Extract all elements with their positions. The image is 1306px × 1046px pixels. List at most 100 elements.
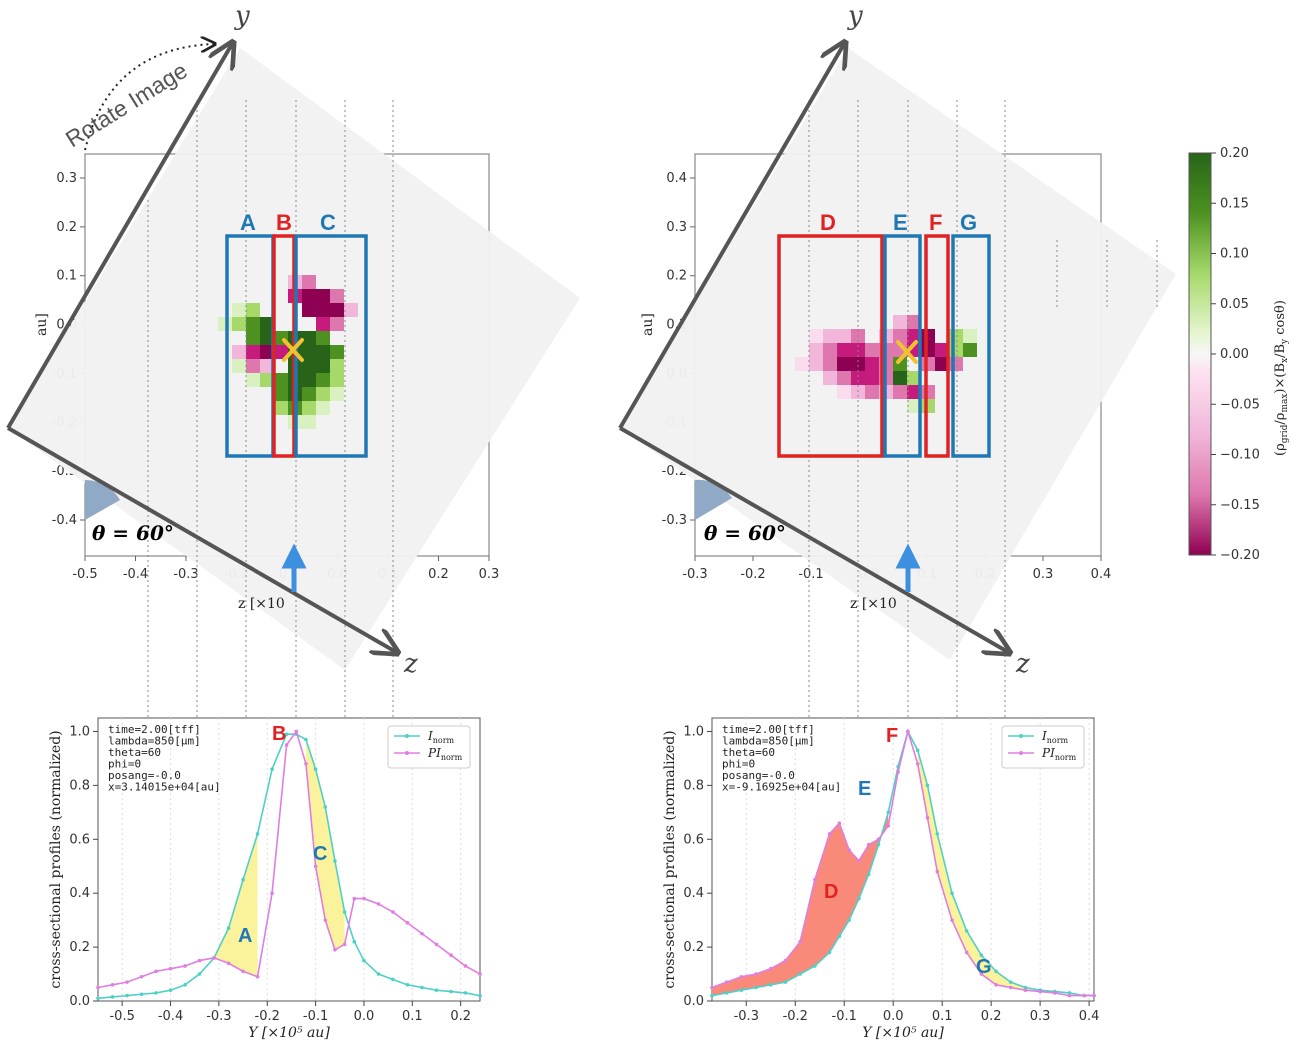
profile-point <box>391 977 395 982</box>
profile-info-line: x=-9.16925e+04[au] <box>722 781 841 794</box>
left-y-axis-arrow <box>6 44 232 430</box>
left-profile-panel: -0.5 -0.4 -0.3 -0.2 -0.1 0.0 0.1 0.2 0.0 0.2 0.4 0.… <box>48 717 482 1041</box>
heatmap-cell <box>246 303 260 317</box>
profile-point <box>1067 993 1072 998</box>
heatmap-cell <box>921 329 935 343</box>
profile-point <box>964 950 969 955</box>
heatmap-cell <box>232 359 246 373</box>
profile-point <box>827 950 832 955</box>
heatmap-cell <box>260 345 274 359</box>
profile-point <box>1008 985 1013 990</box>
heatmap-cell <box>274 401 288 415</box>
legend-label-PI_norm: PInorm <box>1041 746 1077 762</box>
profile-point <box>478 993 482 998</box>
box-f-label: F <box>929 210 942 235</box>
heatmap-cell <box>330 373 344 387</box>
box-e <box>883 234 922 458</box>
heatmap-cell <box>330 387 344 401</box>
profile-info-line: time=2.00[tff] <box>108 723 201 736</box>
profile-point <box>183 964 187 968</box>
profile-point <box>352 896 357 901</box>
profile-point <box>154 991 158 995</box>
right-map-xlabel: z [×10 <box>850 596 897 612</box>
heatmap-cell <box>907 329 921 343</box>
profile-xtick-label: 0.4 <box>1079 1009 1100 1024</box>
heatmap-cell <box>260 317 274 331</box>
profile-point <box>754 972 758 976</box>
profile-point <box>1053 991 1057 995</box>
heatmap-cell <box>232 345 246 359</box>
profile-point <box>323 918 328 922</box>
heatmap-cell <box>823 329 837 343</box>
map-ytick-label: 0.1 <box>56 269 77 284</box>
profile-point <box>304 762 308 766</box>
profile-info-line: phi=0 <box>722 758 755 771</box>
profile-point <box>783 958 788 963</box>
profile-xtick-label: -0.3 <box>206 1009 231 1024</box>
left-profile-zone-labels: A B C <box>238 723 327 947</box>
map-ytick-label: 0.3 <box>56 171 77 186</box>
zone-e-label: E <box>858 778 871 800</box>
profile-point <box>964 929 969 933</box>
profile-point <box>139 974 144 979</box>
heatmap-cell <box>302 275 316 289</box>
profile-point <box>110 995 115 999</box>
heatmap-cell <box>921 385 935 399</box>
box-g-label: G <box>960 210 977 235</box>
heatmap-cell <box>809 357 823 371</box>
map-ytick-label: 0.4 <box>666 171 687 186</box>
heatmap-cell <box>963 329 977 343</box>
zone-a-label: A <box>238 925 252 947</box>
profile-point <box>255 832 260 836</box>
heatmap-cell <box>330 345 344 359</box>
colorbar-tick-label: 0.10 <box>1220 247 1249 262</box>
profile-xtick-label: 0.2 <box>981 1009 1002 1024</box>
heatmap-cell <box>316 373 330 387</box>
profile-ytick-label: 0.0 <box>69 994 90 1009</box>
colorbar: 0.20 0.15 0.10 0.05 0.00 −0.05 −0.10 −0.15 −0.20… <box>1188 146 1290 563</box>
heatmap-cell <box>302 401 316 415</box>
map-xtick-label: 0.2 <box>428 567 449 582</box>
profile-xtick-label: -0.5 <box>109 1009 134 1024</box>
legend-marker <box>405 751 409 755</box>
profile-ytick-label: 0.4 <box>69 886 90 901</box>
heatmap-cell <box>949 343 963 357</box>
profile-xtick-label: -0.1 <box>832 1009 857 1024</box>
profile-point <box>847 848 851 852</box>
profile-point <box>449 989 453 994</box>
heatmap-cell <box>316 289 330 303</box>
left-center-marker <box>282 338 304 362</box>
profile-point <box>197 972 202 976</box>
profile-point <box>434 988 439 993</box>
profile-point <box>342 910 347 914</box>
heatmap-cell <box>330 359 344 373</box>
legend-marker <box>1019 734 1023 738</box>
map-xtick-label: -0.3 <box>682 567 707 582</box>
profile-point <box>352 939 357 944</box>
profile-point <box>270 767 274 772</box>
right-z-axis-arrow <box>619 426 1008 652</box>
profile-point <box>478 972 482 976</box>
profile-ytick-label: 0.2 <box>69 940 90 955</box>
profile-point <box>813 964 817 968</box>
profile-point <box>197 958 202 963</box>
map-xtick-label: -0.5 <box>72 567 97 582</box>
profile-series-line-I_norm <box>97 733 481 1000</box>
profile-point <box>896 770 900 774</box>
heatmap-cell <box>302 373 316 387</box>
profile-point <box>925 815 930 820</box>
profile-point <box>284 743 289 747</box>
profile-xtick-label: 0.1 <box>932 1009 953 1024</box>
profile-point <box>168 988 173 993</box>
heatmap-cell <box>851 357 865 371</box>
heatmap-cell <box>274 387 288 401</box>
profile-point <box>876 837 881 842</box>
profile-xtick-label: -0.1 <box>303 1009 328 1024</box>
profile-point <box>798 972 802 976</box>
heatmap-cell <box>218 317 232 331</box>
heatmap-cell <box>893 371 907 385</box>
profile-point <box>710 985 714 990</box>
heatmap-cell <box>837 343 851 357</box>
profile-point <box>866 842 871 847</box>
profile-point <box>1067 991 1072 995</box>
